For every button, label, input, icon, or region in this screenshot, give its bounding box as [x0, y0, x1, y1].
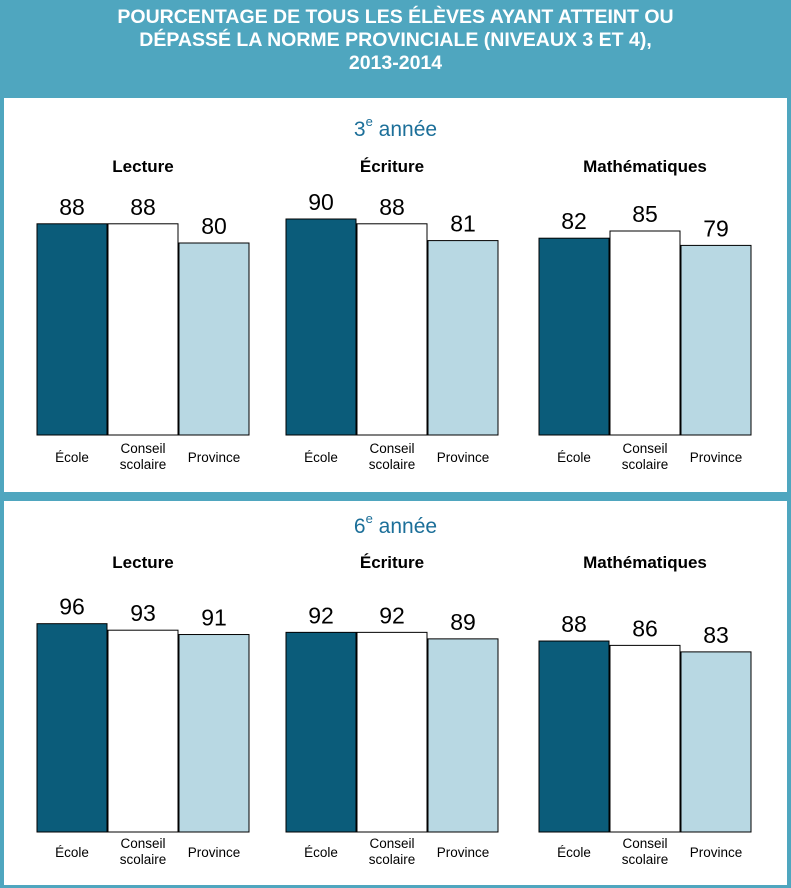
bar-value-label: 93: [130, 600, 156, 626]
category-label: Conseil scolaire: [622, 836, 669, 867]
category-label: Province: [188, 845, 241, 860]
category-label: Province: [690, 845, 743, 860]
bar-value-label: 85: [632, 201, 658, 227]
category-label: École: [557, 845, 591, 860]
category-label: École: [55, 450, 89, 465]
bar-conseil-scolaire: [356, 223, 428, 436]
chart-subject-title: Écriture: [360, 553, 424, 572]
chart-subject-title: Lecture: [112, 157, 173, 176]
bar-province: [427, 240, 499, 436]
bar-value-label: 91: [201, 605, 227, 631]
bar-value-label: 88: [379, 194, 405, 220]
chart-subject-title: Mathématiques: [583, 553, 707, 572]
category-label: Province: [690, 450, 743, 465]
bar-value-label: 80: [201, 213, 227, 239]
bar-value-label: 92: [308, 602, 334, 628]
category-label: Province: [437, 845, 490, 860]
grade-title: 6e année: [4, 511, 787, 539]
bar-conseil-scolaire: [609, 644, 681, 833]
bar-value-label: 96: [59, 594, 85, 620]
bar-value-label: 90: [308, 189, 334, 215]
bar-province: [680, 651, 752, 833]
category-label: Conseil scolaire: [622, 441, 669, 472]
bar-conseil-scolaire: [356, 631, 428, 833]
header-title-line: DÉPASSÉ LA NORME PROVINCIALE (NIVEAUX 3 …: [139, 29, 652, 51]
grade-label: année: [378, 118, 438, 141]
bar-value-label: 82: [561, 208, 587, 234]
category-label: École: [304, 845, 338, 860]
bar-value-label: 83: [703, 622, 729, 648]
bar-province: [427, 638, 499, 833]
grade-suffix: e: [365, 511, 373, 526]
bar-province: [680, 244, 752, 436]
bar-value-label: 81: [450, 211, 476, 237]
grade-suffix: e: [365, 114, 373, 129]
bar-value-label: 86: [632, 615, 658, 641]
grade-number: 6: [353, 515, 366, 538]
grade-6-panel: 6e année: [0, 501, 791, 888]
chart-subject-title: Mathématiques: [583, 157, 707, 176]
grade-3-panel: 3e année: [0, 98, 791, 492]
category-label: École: [557, 450, 591, 465]
bar-value-label: 88: [561, 611, 587, 637]
bar-province: [178, 634, 250, 833]
header-title-line: 2013-2014: [348, 52, 443, 74]
bar-value-label: 92: [379, 602, 405, 628]
report-header: POURCENTAGE DE TOUS LES ÉLÈVES AYANT ATT…: [0, 0, 791, 98]
chart-subject-title: Écriture: [360, 157, 424, 176]
bar-value-label: 89: [450, 609, 476, 635]
category-label: Province: [437, 450, 490, 465]
category-label: Conseil scolaire: [120, 836, 167, 867]
bar-value-label: 88: [130, 194, 156, 220]
bar-ecole: [538, 237, 610, 436]
bar-ecole: [36, 223, 108, 436]
bar-ecole: [285, 218, 357, 436]
bar-conseil-scolaire: [609, 230, 681, 436]
bar-ecole: [538, 640, 610, 833]
bar-value-label: 79: [703, 215, 729, 241]
grade-number: 3: [353, 118, 366, 141]
bar-conseil-scolaire: [107, 223, 179, 436]
grade-title: 3e année: [4, 114, 787, 142]
chart-subject-title: Lecture: [112, 553, 173, 572]
bar-ecole: [285, 631, 357, 833]
category-label: Province: [188, 450, 241, 465]
bar-value-label: 88: [59, 194, 85, 220]
category-label: École: [55, 845, 89, 860]
category-label: Conseil scolaire: [369, 441, 416, 472]
bar-ecole: [36, 623, 108, 833]
category-label: Conseil scolaire: [369, 836, 416, 867]
grade-label: année: [378, 515, 438, 538]
category-label: Conseil scolaire: [120, 441, 167, 472]
bar-conseil-scolaire: [107, 629, 179, 833]
panel-divider: [0, 492, 791, 501]
bar-province: [178, 242, 250, 436]
header-title-line: POURCENTAGE DE TOUS LES ÉLÈVES AYANT ATT…: [117, 6, 674, 28]
category-label: École: [304, 450, 338, 465]
